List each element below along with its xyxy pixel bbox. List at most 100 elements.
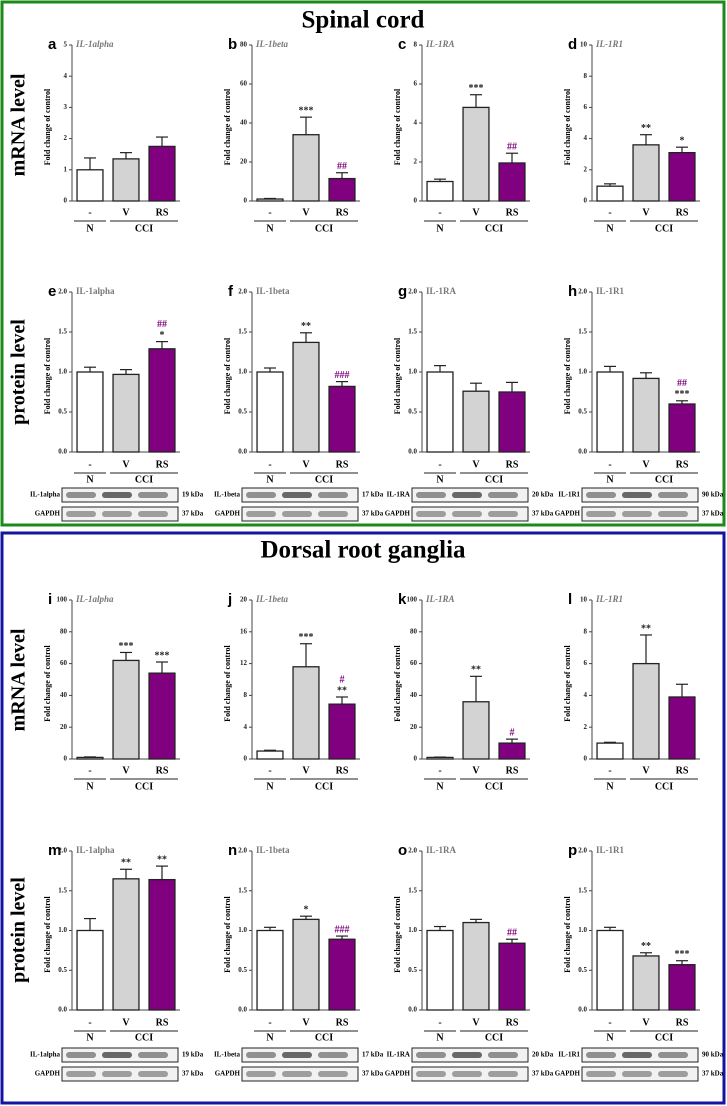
group-label: N — [436, 1032, 444, 1043]
significance: # — [340, 674, 345, 685]
bar — [148, 145, 176, 202]
significance: ## — [507, 928, 517, 939]
blot-size: 37 kDa — [182, 1070, 204, 1078]
blot-size: 19 kDa — [182, 491, 204, 499]
y-tick-label: 1.0 — [58, 926, 67, 934]
bar — [498, 162, 526, 202]
blot-band — [318, 1071, 348, 1077]
x-tick-label: - — [88, 765, 91, 776]
x-tick-label: V — [122, 1017, 130, 1028]
group-label: CCI — [135, 781, 153, 792]
panel-letter: o — [398, 842, 407, 859]
y-tick-label: 0 — [64, 755, 68, 763]
group-label: CCI — [485, 781, 503, 792]
y-tick-label: 0 — [64, 197, 68, 205]
blot-label: GAPDH — [215, 510, 241, 518]
y-tick-label: 2.0 — [578, 847, 587, 855]
x-tick-label: RS — [156, 207, 169, 218]
x-tick-label: RS — [676, 765, 689, 776]
bar — [632, 377, 660, 453]
blot-size: 37 kDa — [532, 1070, 554, 1078]
y-tick-label: 1.0 — [238, 368, 247, 376]
blot-label: IL-1R1 — [558, 1051, 580, 1059]
blot-band — [586, 511, 616, 517]
group-label: CCI — [135, 474, 153, 485]
group-label: CCI — [315, 781, 333, 792]
y-tick-label: 0.0 — [58, 448, 67, 456]
blot-label: GAPDH — [555, 1070, 581, 1078]
y-tick-label: 0.5 — [58, 408, 67, 416]
blot-band — [102, 1071, 132, 1077]
blot-size: 37 kDa — [362, 1070, 384, 1078]
significance: ** — [301, 321, 311, 332]
panel-letter: i — [48, 591, 52, 608]
y-tick-label: 6 — [414, 80, 418, 88]
panel-letter: g — [398, 283, 407, 300]
y-tick-label: 4 — [244, 723, 248, 731]
blot-band — [282, 492, 312, 498]
group-label: CCI — [655, 781, 673, 792]
y-tick-label: 1.5 — [58, 328, 67, 336]
panel-title: IL-1RA — [425, 39, 455, 49]
group-label: CCI — [485, 474, 503, 485]
y-tick-label: 1.5 — [578, 328, 587, 336]
y-axis-label: Fold change of control — [563, 337, 572, 414]
bar — [498, 942, 526, 1011]
y-tick-label: 8 — [244, 691, 248, 699]
y-tick-label: 12 — [240, 659, 248, 667]
group-label: N — [606, 781, 614, 792]
x-tick-label: - — [268, 207, 271, 218]
blot-band — [488, 511, 518, 517]
bar — [292, 666, 320, 760]
significance: ** — [157, 854, 167, 865]
panel-title: IL-1R1 — [596, 286, 625, 296]
x-tick-label: - — [608, 765, 611, 776]
x-tick-label: V — [642, 765, 650, 776]
y-tick-label: 0.0 — [238, 448, 247, 456]
group-label: CCI — [315, 223, 333, 234]
significance: * — [680, 135, 685, 146]
blot-label: GAPDH — [385, 510, 411, 518]
bar — [112, 659, 140, 760]
bar — [76, 929, 104, 1011]
y-tick-label: 16 — [240, 627, 248, 635]
y-tick-label: 1.0 — [58, 368, 67, 376]
blot-band — [102, 1052, 132, 1058]
group-label: N — [86, 1032, 94, 1043]
blot-band — [416, 1071, 446, 1077]
bar — [112, 373, 140, 453]
y-axis-label: Fold change of control — [393, 337, 402, 414]
significance: ### — [335, 924, 350, 935]
bar — [668, 403, 696, 453]
bar — [76, 169, 104, 202]
blot-band — [246, 511, 276, 517]
blot-label: GAPDH — [555, 510, 581, 518]
bar — [632, 144, 660, 202]
blot-label: IL-1alpha — [30, 491, 60, 499]
panel-title: IL-1beta — [255, 39, 288, 49]
blot-size: 37 kDa — [362, 510, 384, 518]
blot-band — [622, 1052, 652, 1058]
x-tick-label: - — [608, 1017, 611, 1028]
y-tick-label: 100 — [57, 596, 68, 604]
group-label: N — [266, 474, 274, 485]
panel-title: IL-1beta — [256, 286, 290, 296]
x-tick-label: - — [438, 459, 441, 470]
group-label: CCI — [485, 223, 503, 234]
blot-band — [622, 492, 652, 498]
y-tick-label: 1.0 — [408, 368, 417, 376]
blot-band — [318, 1052, 348, 1058]
blot-label: GAPDH — [385, 1070, 411, 1078]
y-tick-label: 20 — [410, 723, 418, 731]
panel-title: IL-1beta — [256, 845, 290, 855]
x-tick-label: RS — [676, 1017, 689, 1028]
significance: ## — [337, 161, 347, 172]
y-tick-label: 2.0 — [408, 288, 417, 296]
significance: *** — [119, 641, 134, 652]
blot-band — [622, 511, 652, 517]
panel-title: IL-1alpha — [76, 286, 115, 296]
bar — [462, 106, 490, 202]
x-tick-label: RS — [676, 207, 689, 218]
y-tick-label: 60 — [60, 659, 68, 667]
y-tick-label: 2 — [414, 158, 418, 166]
